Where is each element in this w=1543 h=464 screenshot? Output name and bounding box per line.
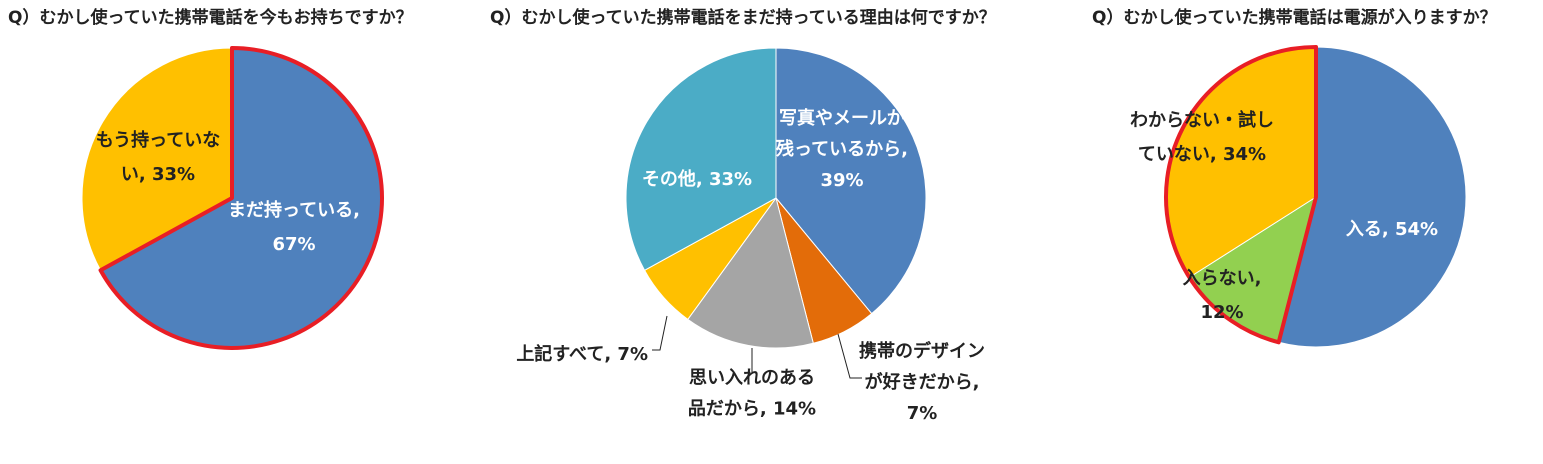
chart-3-pie: 入る, 54% 入らない, 12% わからない・試していない, 34% <box>1130 45 1467 348</box>
chart-2-pie: 写真やメールが残っているから, 39% 携帯のデザインが好きだから, 7% 思い入れのあ… <box>516 47 985 424</box>
chart-3-highlight-outline <box>1164 45 1318 345</box>
chart-2-slice-label-4: 上記すべて, 7% <box>516 343 648 365</box>
chart-2-slice-5 <box>625 47 777 271</box>
chart-2-slice-label-2: 携帯のデザインが好きだから, 7% <box>859 340 985 424</box>
chart-1-pie: まだ持っている, 67% もう持っていない, 33% <box>81 46 384 350</box>
chart-2-slice-label-3: 思い入れのある品だから, 14% <box>688 368 816 420</box>
chart-3-slice-label-2-line-1: 入らない, <box>1183 268 1262 289</box>
chart-2-slice-label-1: 写真やメールが残っているから, 39% <box>776 107 908 191</box>
chart-1-slice-label-1-line-1: まだ持っている, <box>228 199 360 221</box>
chart-3-slice-label-2-line-2: 12% <box>1200 302 1243 323</box>
chart-2-leader-line-2 <box>837 333 862 379</box>
chart-2-slice-label-1-line-3: 39% <box>820 170 863 191</box>
chart-1-slice-label-2-line-2: い, 33% <box>121 164 195 185</box>
chart-3-slice-label-2: 入らない, 12% <box>1183 268 1262 323</box>
chart-3-slice-label-3: わからない・試していない, 34% <box>1130 109 1274 165</box>
chart-2-slice-label-4-line-1: 上記すべて, 7% <box>516 343 648 365</box>
chart-1-slice-label-1: まだ持っている, 67% <box>228 199 360 255</box>
chart-3-slice-label-1: 入る, 54% <box>1346 219 1438 240</box>
chart-3-slice-label-3-line-1: わからない・試し <box>1130 109 1274 131</box>
chart-2-slice-label-3-line-2: 品だから, 14% <box>688 399 816 420</box>
chart-3-title: Q）むかし使っていた携帯電話は電源が入りますか？ <box>1092 7 1497 28</box>
chart-1-highlight-outline <box>98 46 384 350</box>
chart-2-slice-label-2-line-3: 7% <box>907 403 938 424</box>
chart-2-slice-label-2-line-1: 携帯のデザイン <box>859 340 985 362</box>
chart-1-slice-2 <box>81 47 233 271</box>
chart-2-slice-label-5: その他, 33% <box>642 168 752 190</box>
chart-2-slice-label-1-line-2: 残っているから, <box>776 138 908 160</box>
chart-2-slice-1 <box>775 47 927 315</box>
chart-3-slice-1 <box>1278 46 1467 348</box>
chart-3-slice-label-3-line-2: ていない, 34% <box>1138 144 1266 165</box>
chart-1-slice-label-1-line-2: 67% <box>272 234 315 255</box>
chart-2-slice-3 <box>687 196 814 349</box>
chart-2-slice-label-1-line-1: 写真やメールが <box>779 107 905 129</box>
chart-2-slice-label-5-line-1: その他, 33% <box>642 168 752 190</box>
chart-2-leader-line-4 <box>652 315 668 351</box>
chart-2-slice-label-2-line-2: が好きだから, <box>865 371 980 393</box>
chart-2-title: Q）むかし使っていた携帯電話をまだ持っている理由は何ですか？ <box>490 7 996 28</box>
chart-2-slice-label-3-line-1: 思い入れのある <box>689 368 815 389</box>
chart-1-title: Q）むかし使っていた携帯電話を今もお持ちですか？ <box>8 7 413 28</box>
chart-1-slice-label-2-line-1: もう持っていな <box>96 129 221 151</box>
chart-1-slice-label-2: もう持っていない, 33% <box>96 129 221 185</box>
chart-3-slice-label-1-line-1: 入る, 54% <box>1346 219 1438 240</box>
